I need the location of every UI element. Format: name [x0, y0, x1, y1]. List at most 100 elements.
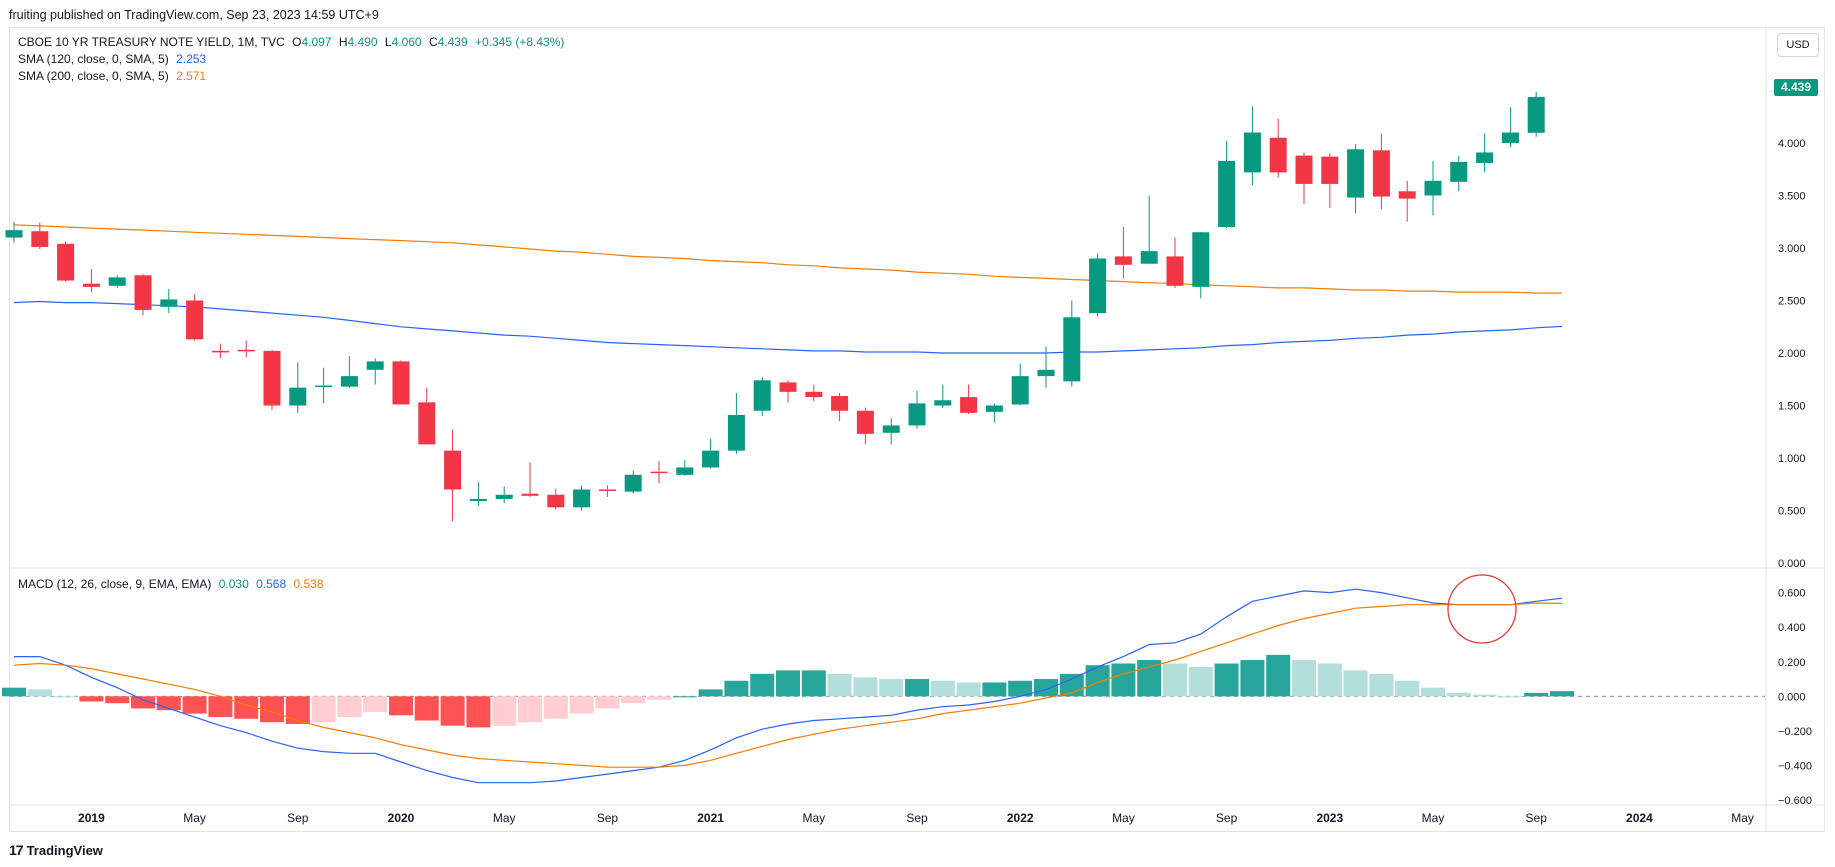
- last-price-badge: 4.439: [1774, 79, 1818, 96]
- time-axis-tick: 2022: [1007, 811, 1034, 825]
- macd-hist-value: 0.030: [218, 577, 249, 591]
- time-axis-tick: 2020: [388, 811, 415, 825]
- candle-body: [5, 230, 23, 238]
- open-label: O: [292, 35, 302, 49]
- sma120-label: SMA (120, close, 0, SMA, 5): [18, 52, 169, 66]
- macd-histogram-bar: [492, 696, 517, 726]
- sma200-value: 2.571: [176, 69, 207, 83]
- macd-histogram-bar: [518, 696, 542, 723]
- macd-histogram-bar: [1343, 670, 1368, 697]
- time-axis-tick: Sep: [1526, 811, 1548, 825]
- candle-body: [547, 494, 565, 508]
- macd-histogram-bar: [930, 680, 955, 697]
- price-axis-tick: 2.500: [1778, 296, 1806, 308]
- macd-histogram-bar: [1395, 680, 1420, 697]
- macd-axis-tick: −0.200: [1778, 726, 1812, 738]
- candle-body: [237, 349, 255, 352]
- sma200-line: [13, 224, 1563, 294]
- macd-histogram-bar: [1292, 660, 1316, 697]
- candle-body: [82, 283, 100, 287]
- time-axis-tick: 2024: [1626, 811, 1653, 825]
- candle-body: [263, 350, 281, 406]
- candle-body: [160, 299, 178, 307]
- candle-body: [186, 300, 204, 340]
- candle-body: [495, 494, 513, 499]
- price-axis-tick: 3.000: [1778, 243, 1806, 255]
- macd-histogram-bar: [79, 696, 104, 702]
- macd-histogram-bar: [440, 696, 465, 726]
- candle-body: [598, 489, 616, 491]
- candle-body: [31, 231, 49, 247]
- candle-body: [676, 467, 694, 475]
- candle-body: [624, 474, 642, 492]
- macd-axis-tick: −0.600: [1778, 795, 1812, 807]
- candle-body: [1166, 256, 1184, 286]
- candle-body: [57, 243, 75, 281]
- candle-body: [1347, 149, 1365, 198]
- open-value: 4.097: [301, 35, 332, 49]
- macd-histogram-bar: [776, 670, 800, 697]
- macd-histogram-bar: [311, 696, 336, 723]
- candle-body: [469, 498, 487, 502]
- low-value: 4.060: [391, 35, 422, 49]
- candle-body: [289, 387, 307, 406]
- candle-body: [392, 361, 410, 405]
- macd-legend: MACD (12, 26, close, 9, EMA, EMA) 0.030 …: [18, 577, 328, 591]
- time-axis-tick: 2023: [1316, 811, 1343, 825]
- macd-label: MACD (12, 26, close, 9, EMA, EMA): [18, 577, 212, 591]
- close-label: C: [428, 35, 438, 49]
- macd-histogram-bar: [285, 696, 310, 724]
- macd-histogram-bar: [363, 696, 388, 712]
- candle-body: [1527, 96, 1545, 133]
- macd-histogram-bar: [27, 689, 52, 697]
- macd-histogram-bar: [2, 687, 26, 697]
- candle-body: [805, 391, 823, 398]
- macd-histogram-bar: [1188, 666, 1213, 697]
- macd-axis-tick: −0.400: [1778, 760, 1812, 772]
- macd-line: [14, 588, 1563, 784]
- macd-histogram-bar: [1369, 673, 1394, 697]
- candle-body: [573, 489, 591, 508]
- macd-histogram-bar: [543, 696, 568, 719]
- candle-body: [727, 414, 745, 451]
- time-axis-tick: 2021: [697, 811, 724, 825]
- candle-body: [1295, 155, 1313, 184]
- macd-axis-tick: 0.400: [1778, 622, 1806, 634]
- candle-body: [444, 450, 462, 490]
- macd-histogram-bar: [105, 696, 130, 704]
- time-axis-tick: May: [802, 811, 825, 825]
- macd-histogram-bar: [234, 696, 259, 719]
- currency-button[interactable]: USD: [1777, 33, 1819, 57]
- candle-body: [702, 450, 720, 468]
- candle-body: [831, 396, 849, 411]
- candle-body: [1218, 160, 1236, 227]
- high-label: H: [338, 35, 348, 49]
- candle-body: [1243, 132, 1261, 173]
- symbol-title: CBOE 10 YR TREASURY NOTE YIELD, 1M, TVC: [18, 35, 285, 49]
- macd-histogram-bar: [208, 696, 233, 718]
- highlight-circle: [1447, 574, 1517, 644]
- price-axis-tick: 0.500: [1778, 506, 1806, 518]
- time-axis-tick: May: [1731, 811, 1754, 825]
- candle-body: [134, 275, 152, 310]
- macd-histogram-bar: [982, 682, 1007, 697]
- sma120-legend: SMA (120, close, 0, SMA, 5) 2.253: [18, 52, 210, 66]
- candle-body: [985, 405, 1003, 412]
- candle-body: [1424, 180, 1442, 196]
- macd-histogram-bar: [801, 670, 826, 697]
- macd-histogram-bar: [337, 696, 362, 718]
- price-axis-tick: 0.000: [1778, 558, 1806, 570]
- macd-histogram-bar: [827, 673, 852, 697]
- macd-histogram-bar: [1446, 692, 1471, 697]
- macd-histogram-bar: [1266, 654, 1291, 697]
- candle-body: [1114, 256, 1132, 265]
- low-label: L: [384, 35, 392, 49]
- macd-histogram-bar: [956, 682, 981, 697]
- tradingview-brand[interactable]: 17 TradingView: [9, 842, 103, 858]
- candle-body: [934, 400, 952, 406]
- candle-body: [366, 361, 384, 370]
- sma200-legend: SMA (200, close, 0, SMA, 5) 2.571: [18, 69, 210, 83]
- candle-body: [340, 376, 358, 387]
- sma120-value: 2.253: [176, 52, 207, 66]
